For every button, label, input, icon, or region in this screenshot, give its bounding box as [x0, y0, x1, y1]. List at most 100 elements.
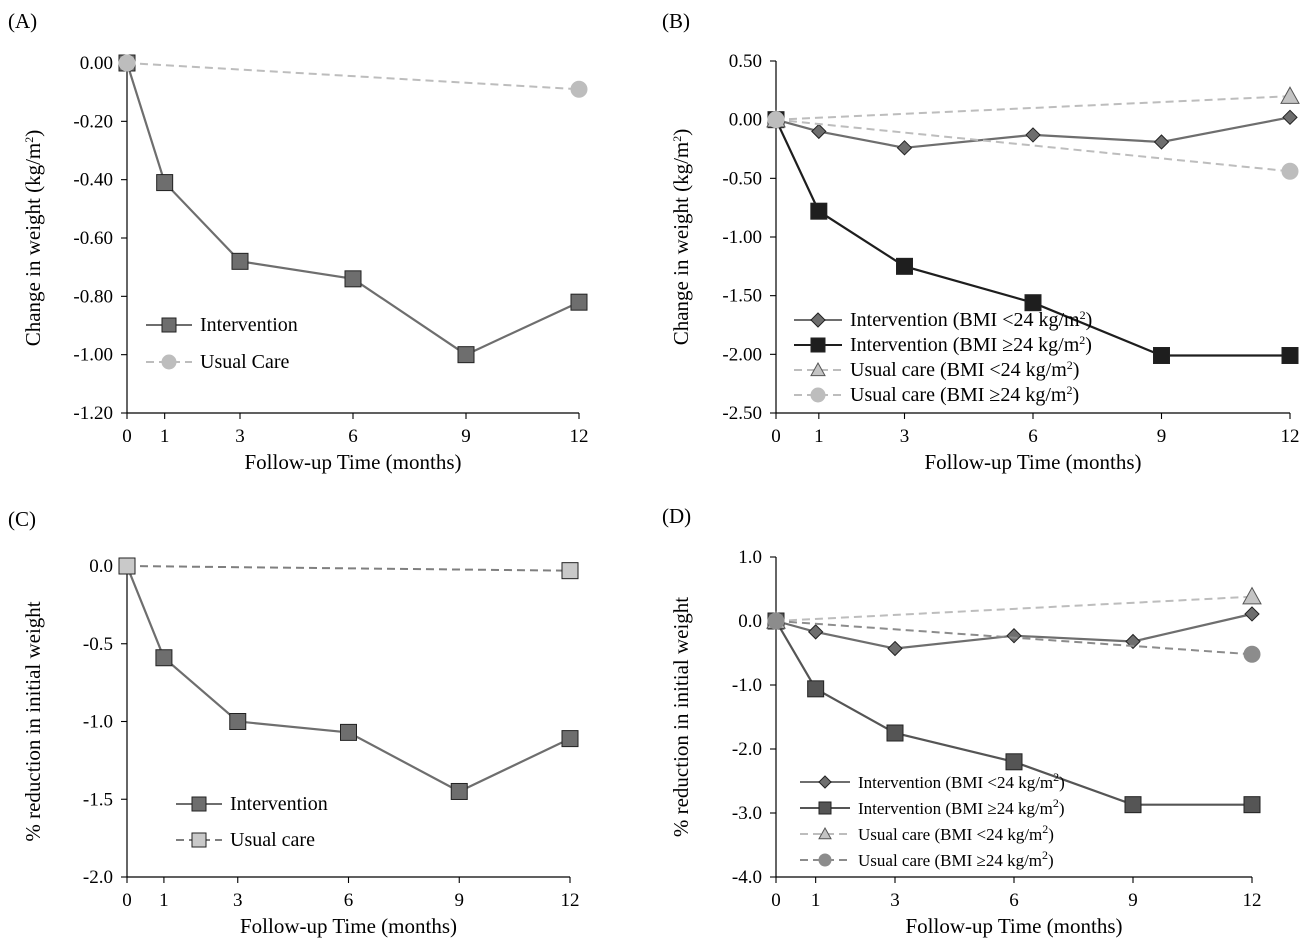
series-line [775, 612, 1253, 650]
x-tick-label: 9 [1157, 426, 1167, 447]
legend-marker [810, 337, 826, 353]
y-tick-label: -0.40 [73, 170, 113, 191]
data-point [807, 680, 825, 698]
legend-label: Usual care [230, 829, 315, 851]
y-tick-label: 1.0 [738, 547, 762, 568]
data-point [807, 624, 824, 640]
y-axis-title: Change in weight (kg/m2) [21, 130, 45, 347]
y-tick-label: -2.50 [722, 403, 762, 424]
x-axis-title: Follow-up Time (months) [244, 450, 461, 474]
legend-marker [818, 775, 832, 789]
data-point [570, 293, 588, 311]
x-tick-label: 6 [348, 426, 358, 447]
legend-marker [191, 796, 207, 812]
data-point [561, 562, 579, 580]
x-tick-label: 1 [811, 890, 821, 911]
x-tick-label: 12 [570, 426, 589, 447]
y-tick-label: 0.00 [729, 110, 762, 131]
legend-label: Usual care (BMI ≥24 kg/m2) [850, 383, 1079, 406]
legend-marker [810, 312, 826, 328]
data-point [340, 723, 357, 741]
x-tick-label: 6 [1028, 426, 1038, 447]
legend-label: Intervention [200, 314, 298, 336]
x-tick-label: 3 [235, 426, 245, 447]
data-point [570, 80, 588, 98]
x-tick-label: 3 [233, 890, 243, 911]
y-tick-label: -2.00 [722, 344, 762, 365]
series-line [126, 565, 571, 572]
x-tick-label: 0 [771, 426, 781, 447]
data-point [1124, 796, 1142, 814]
series-line [775, 119, 1290, 357]
x-tick-label: 9 [1128, 890, 1138, 911]
legend-marker [161, 317, 177, 333]
data-point [896, 140, 913, 156]
legend-label: Intervention (BMI <24 kg/m2) [858, 770, 1065, 792]
x-axis-title: Follow-up Time (months) [905, 914, 1122, 938]
series-line [775, 116, 1291, 149]
data-point [1243, 796, 1261, 814]
panel-c: (C) 0.0 -0.5 -1.0 -1.5 -2.0 0 1 3 6 9 12 Follow-up T… [8, 507, 580, 938]
data-point [1005, 753, 1023, 771]
legend-marker [818, 826, 832, 840]
legend-marker [191, 832, 207, 848]
y-tick-label: -1.0 [732, 675, 762, 696]
series-line [775, 95, 1291, 121]
data-point [561, 730, 579, 748]
y-axis-title: % reduction in initial weight [21, 601, 45, 841]
x-axis-title: Follow-up Time (months) [240, 914, 457, 938]
data-point [886, 724, 904, 742]
data-point [1280, 86, 1300, 104]
panel-b: (B) 0.50 0.00 -0.50 -1.00 -1.50 -2.00 -2.50 0 1 3 6… [662, 9, 1300, 474]
y-axis-title: % reduction in initial weight [669, 597, 693, 837]
series-line [125, 62, 580, 356]
legend: Intervention (BMI <24 kg/m2) Intervention… [800, 770, 1065, 870]
data-point [1242, 586, 1262, 605]
legend-label: Usual care (BMI ≥24 kg/m2) [858, 848, 1054, 870]
data-point [1153, 134, 1170, 150]
x-tick-label: 3 [890, 890, 900, 911]
y-tick-label: -1.50 [722, 286, 762, 307]
series-line [775, 620, 1252, 806]
x-tick-label: 1 [159, 890, 169, 911]
data-point [1243, 645, 1261, 663]
legend-label: Intervention (BMI <24 kg/m2) [850, 308, 1092, 331]
data-point [1153, 347, 1170, 365]
legend-label: Usual Care [200, 351, 290, 373]
y-tick-label: -0.60 [73, 228, 113, 249]
y-tick-label: 0.0 [89, 556, 113, 577]
series-line [775, 118, 1291, 173]
data-point [457, 346, 475, 364]
data-point [887, 640, 903, 657]
y-tick-label: 0.50 [729, 51, 762, 72]
series-line [775, 595, 1253, 622]
data-point [1024, 294, 1042, 312]
y-tick-label: -0.50 [722, 168, 762, 189]
x-tick-label: 12 [1281, 426, 1300, 447]
panel-label: (B) [662, 9, 690, 33]
legend-marker [810, 387, 826, 403]
data-point [810, 202, 828, 220]
y-tick-label: -4.0 [732, 867, 762, 888]
x-tick-label: 1 [160, 426, 170, 447]
data-point [767, 111, 785, 129]
legend-marker [818, 801, 832, 815]
legend-label: Intervention (BMI ≥24 kg/m2) [858, 796, 1065, 818]
data-point [450, 782, 468, 800]
y-tick-label: -1.0 [83, 712, 113, 733]
legend: Intervention Usual care [176, 793, 328, 851]
series-line [126, 62, 580, 91]
y-tick-label: -0.20 [73, 111, 113, 132]
y-tick-label: 0.00 [80, 53, 113, 74]
legend-marker [818, 853, 832, 867]
legend-label: Intervention (BMI ≥24 kg/m2) [850, 333, 1092, 356]
legend-label: Usual care (BMI <24 kg/m2) [850, 358, 1079, 381]
data-point [1244, 606, 1260, 622]
panel-a: (A) 0.00 -0.20 -0.40 -0.60 -0.80 -1.00 -1.20 0 1 3… [8, 9, 589, 474]
y-tick-label: 0.0 [738, 611, 762, 632]
x-tick-label: 12 [1243, 890, 1262, 911]
y-tick-label: -3.0 [732, 803, 762, 824]
data-point [118, 54, 136, 72]
legend: Intervention Usual Care [146, 314, 298, 373]
